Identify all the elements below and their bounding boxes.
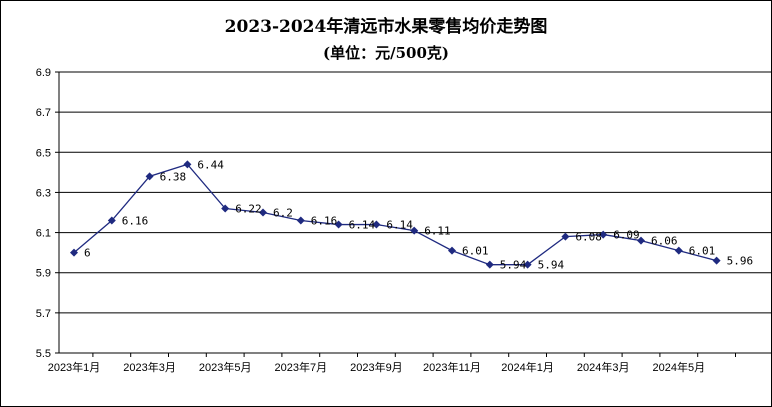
data-point-marker bbox=[523, 260, 532, 269]
data-label: 6.44 bbox=[197, 158, 224, 171]
data-label: 6.09 bbox=[613, 229, 640, 242]
data-label: 6.14 bbox=[386, 219, 413, 232]
data-point-marker bbox=[712, 256, 721, 265]
y-tick-label: 6.5 bbox=[36, 147, 51, 159]
data-label: 6.2 bbox=[273, 207, 293, 220]
data-point-marker bbox=[107, 216, 116, 225]
data-point-marker bbox=[334, 220, 343, 229]
x-tick-label: 2023年5月 bbox=[199, 360, 252, 374]
data-label: 6.06 bbox=[651, 235, 678, 248]
data-label: 6.11 bbox=[424, 225, 451, 238]
data-point-marker bbox=[183, 160, 192, 169]
data-point-marker bbox=[296, 216, 305, 225]
data-label: 5.94 bbox=[500, 259, 527, 272]
data-label: 5.96 bbox=[727, 255, 754, 268]
data-point-marker bbox=[70, 248, 78, 257]
x-tick-label: 2024年5月 bbox=[653, 360, 706, 374]
data-point-marker bbox=[561, 232, 570, 241]
data-point-marker bbox=[410, 226, 419, 235]
data-point-marker bbox=[674, 246, 683, 255]
data-label: 6.08 bbox=[575, 231, 602, 244]
data-label: 6.14 bbox=[349, 219, 376, 232]
data-point-marker bbox=[221, 204, 230, 213]
x-tick-label: 2023年7月 bbox=[275, 360, 328, 374]
data-label: 5.94 bbox=[538, 259, 565, 272]
x-tick-label: 2023年9月 bbox=[350, 360, 403, 374]
x-tick-label: 2023年3月 bbox=[123, 360, 176, 374]
data-point-marker bbox=[448, 246, 456, 255]
data-point-marker bbox=[372, 220, 381, 229]
data-point-marker bbox=[145, 172, 154, 181]
data-label: 6.01 bbox=[689, 245, 716, 258]
y-tick-label: 6.7 bbox=[36, 107, 51, 119]
chart-title: 2023-2024年清远市水果零售均价走势图 bbox=[224, 17, 548, 37]
y-tick-label: 5.5 bbox=[36, 348, 51, 360]
y-tick-label: 5.9 bbox=[36, 268, 51, 280]
x-tick-label: 2024年1月 bbox=[501, 360, 554, 374]
data-label: 6.38 bbox=[160, 170, 187, 183]
y-tick-label: 6.9 bbox=[36, 67, 51, 79]
y-tick-label: 5.7 bbox=[36, 308, 51, 320]
data-label: 6 bbox=[84, 247, 91, 260]
x-tick-label: 2024年3月 bbox=[577, 360, 630, 374]
data-label: 6.16 bbox=[311, 215, 338, 228]
x-tick-label: 2023年1月 bbox=[48, 360, 101, 374]
data-point-marker bbox=[259, 208, 267, 217]
data-point-marker bbox=[485, 260, 494, 269]
x-tick-label: 2023年11月 bbox=[423, 360, 481, 374]
series-line bbox=[73, 163, 717, 266]
y-tick-label: 6.1 bbox=[36, 228, 51, 240]
data-point-marker bbox=[599, 230, 608, 239]
data-label: 6.01 bbox=[462, 245, 489, 258]
data-point-marker bbox=[637, 236, 645, 245]
data-label: 6.22 bbox=[235, 202, 262, 215]
chart-subtitle: (单位：元/500克) bbox=[323, 44, 449, 62]
data-label: 6.16 bbox=[122, 215, 149, 228]
y-tick-label: 6.3 bbox=[36, 187, 51, 199]
